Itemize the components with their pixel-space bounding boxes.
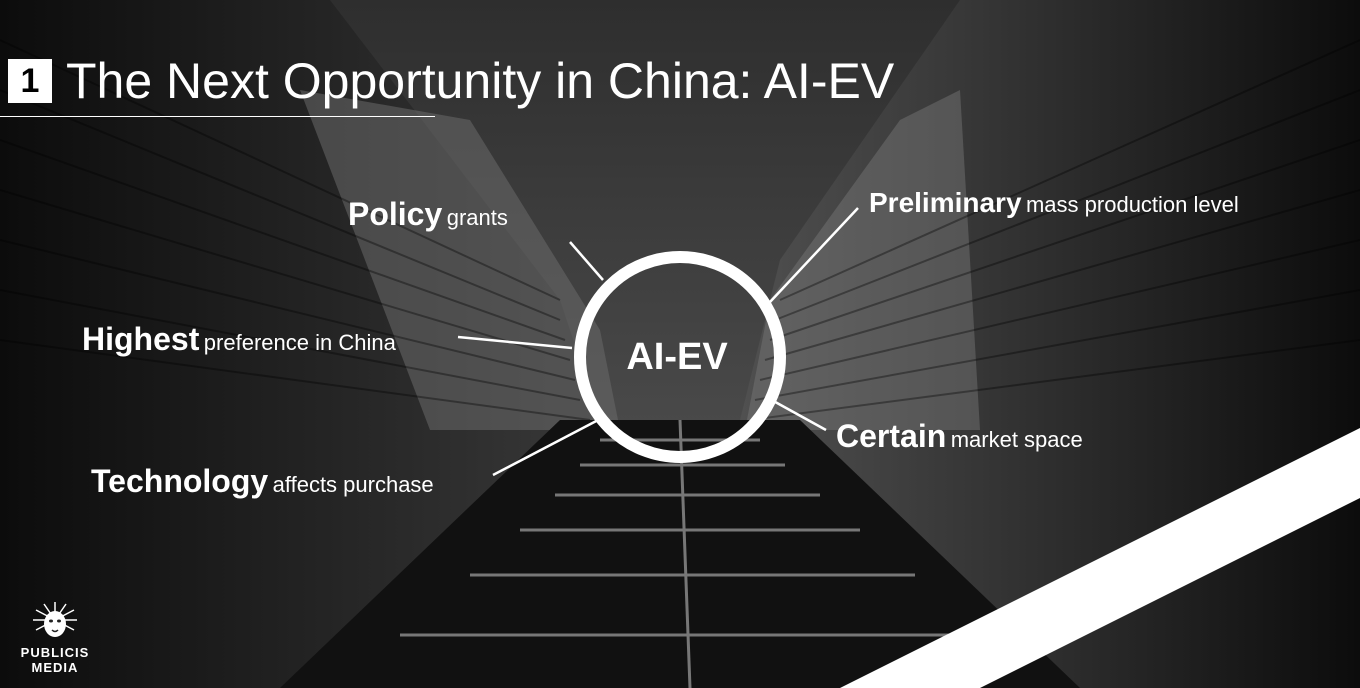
label-certain-bold: Certain	[836, 418, 947, 454]
title-text: The Next Opportunity in China: AI-EV	[66, 53, 895, 109]
center-label: AI-EV	[626, 335, 728, 378]
label-highest: Highest preference in China	[82, 321, 396, 358]
label-certain-light: market space	[950, 427, 1083, 452]
publicis-media-logo: PUBLICIS MEDIA	[10, 600, 100, 675]
center-circle: AI-EV	[574, 251, 786, 463]
label-certain: Certain market space	[836, 418, 1083, 455]
label-technology-bold: Technology	[91, 463, 269, 499]
lion-head-icon	[33, 602, 77, 637]
label-highest-light: preference in China	[203, 330, 396, 355]
label-preliminary: Preliminary mass production level	[869, 187, 1239, 219]
title-number-badge: 1	[8, 59, 52, 103]
logo-text-media: MEDIA	[31, 660, 79, 675]
label-highest-bold: Highest	[82, 321, 200, 357]
slide-title: 1 The Next Opportunity in China: AI-EV	[8, 52, 894, 110]
label-preliminary-light: mass production level	[1025, 192, 1239, 217]
label-policy: Policy grants	[348, 196, 508, 233]
label-preliminary-bold: Preliminary	[869, 187, 1022, 218]
logo-text-publicis: PUBLICIS	[20, 645, 90, 660]
label-policy-light: grants	[446, 205, 508, 230]
title-divider	[0, 116, 435, 117]
label-policy-bold: Policy	[348, 196, 443, 232]
label-technology: Technology affects purchase	[91, 463, 434, 500]
label-technology-light: affects purchase	[272, 472, 434, 497]
